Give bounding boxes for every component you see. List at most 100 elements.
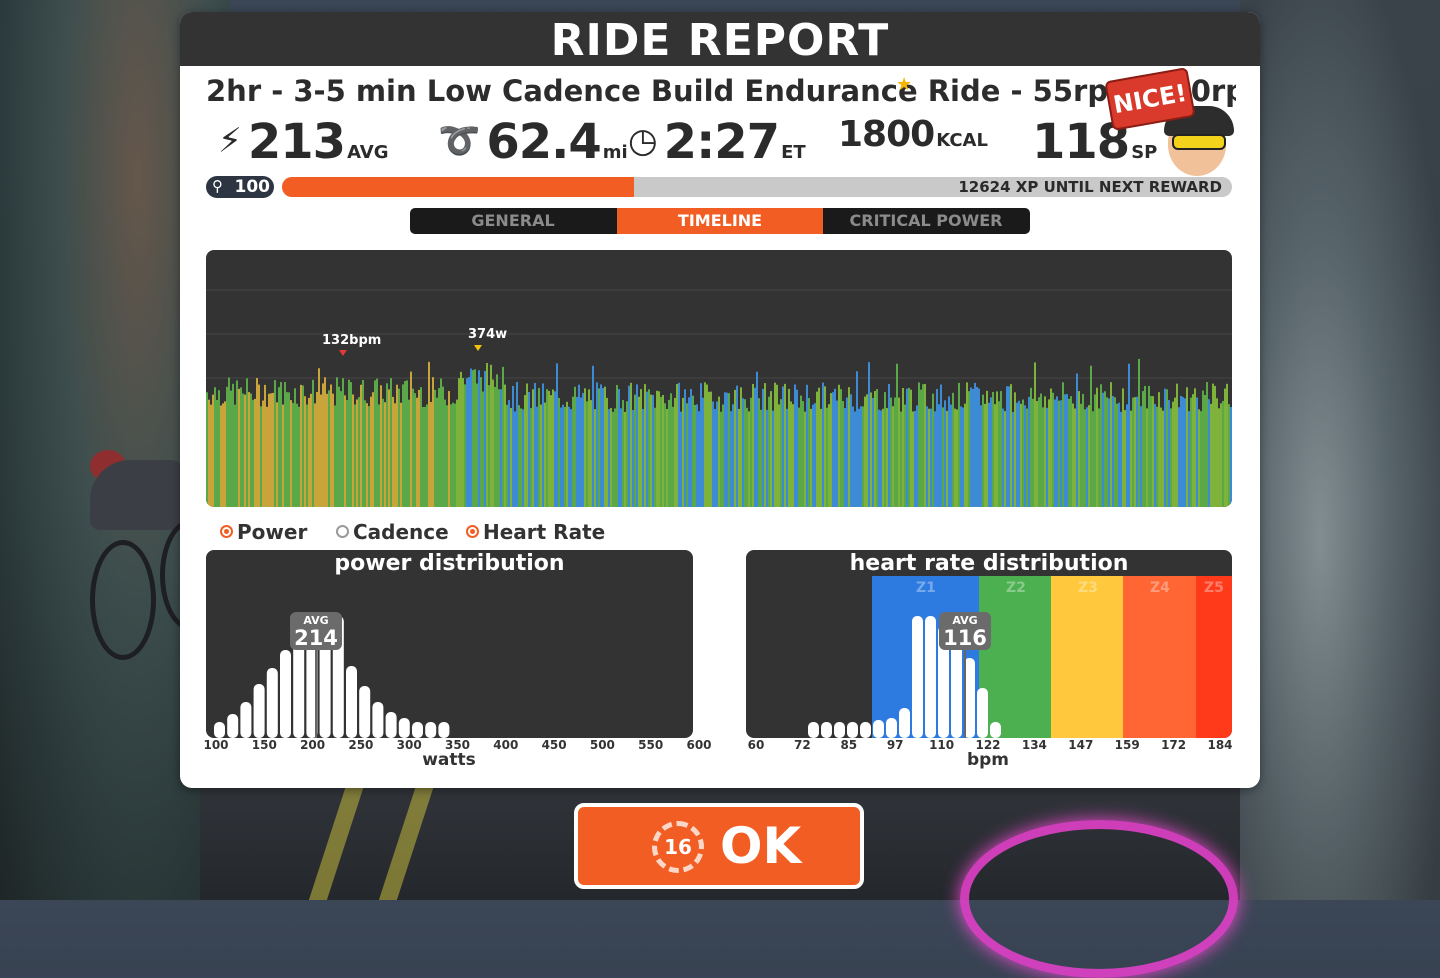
power-dist-bar (438, 722, 450, 738)
timeline-bar (666, 409, 668, 507)
timeline-bar (970, 387, 972, 507)
timeline-bar (250, 393, 252, 507)
timeline-bar (1206, 382, 1208, 507)
stat-calories: 1800 KCAL (838, 114, 988, 155)
timeline-chart: 132bpm 374w (206, 250, 1232, 507)
timeline-bar (912, 411, 914, 507)
timeline-bar (230, 390, 232, 507)
timeline-bar (576, 396, 578, 507)
timeline-bar (220, 405, 222, 507)
timeline-bar (1044, 396, 1046, 507)
timeline-bar (1068, 398, 1070, 507)
timeline-bar (612, 411, 614, 507)
timeline-bar (1076, 373, 1078, 507)
timeline-bar (1200, 411, 1202, 507)
timeline-bar (356, 399, 358, 507)
timeline-bar (336, 377, 338, 507)
timeline-bar (886, 408, 888, 507)
timeline-bar (1004, 411, 1006, 507)
timeline-bar (256, 377, 258, 507)
timeline-bar (1116, 403, 1118, 507)
timeline-bar (222, 403, 224, 507)
timeline-bar (958, 382, 960, 507)
radio-power[interactable] (220, 525, 233, 538)
timeline-bar (802, 401, 804, 507)
power-dist-bar (214, 722, 225, 738)
timeline-bar (516, 382, 518, 507)
timeline-bar (554, 391, 556, 507)
timeline-bar (1158, 392, 1160, 507)
timeline-bar (508, 400, 510, 507)
timeline-bar (702, 397, 704, 507)
legend-power[interactable]: Power (220, 520, 307, 544)
radio-cadence[interactable] (336, 525, 349, 538)
avatar (1160, 100, 1236, 180)
timeline-bar (396, 384, 398, 507)
timeline-bar (888, 384, 890, 507)
timeline-bar (244, 394, 246, 507)
tab-general[interactable]: GENERAL (471, 211, 555, 230)
hr-axis-tick: 97 (886, 738, 904, 752)
ok-button[interactable]: 16 OK (574, 803, 864, 889)
zone-label-z5: Z5 (1204, 580, 1224, 596)
timeline-bar (1016, 402, 1018, 507)
timeline-bar (988, 402, 990, 507)
timeline-bar (540, 404, 542, 507)
timeline-bar (368, 406, 370, 507)
timeline-bar (596, 382, 598, 507)
timeline-bar (894, 397, 896, 507)
hr-axis-tick: 159 (1114, 738, 1140, 752)
timeline-bar (488, 385, 490, 507)
legend-heart-rate[interactable]: Heart Rate (466, 520, 605, 544)
timeline-bar (1208, 399, 1210, 507)
timeline-bar (558, 397, 560, 507)
timeline-bar (412, 388, 414, 507)
hr-axis-title: bpm (966, 750, 1010, 770)
timeline-bar (754, 387, 756, 507)
hr-dist-bar (834, 722, 845, 738)
timeline-bar (632, 409, 634, 507)
timeline-bar (1088, 405, 1090, 507)
timeline-bar (392, 396, 394, 507)
tab-timeline[interactable]: TIMELINE (617, 208, 823, 234)
timeline-bar (626, 401, 628, 507)
timeline-bar (680, 411, 682, 507)
timeline-bar (670, 393, 672, 507)
radio-heart-rate[interactable] (466, 525, 479, 538)
timeline-bar (808, 398, 810, 507)
timeline-bar (444, 399, 446, 507)
timeline-bar (242, 393, 244, 507)
timeline-bar (658, 391, 660, 507)
timeline-bar (606, 397, 608, 507)
timeline-bar (1172, 401, 1174, 507)
timeline-bar (1170, 408, 1172, 507)
timeline-bar (1120, 411, 1122, 507)
timeline-bar (410, 371, 412, 507)
timeline-bar (638, 396, 640, 507)
timeline-bar (644, 384, 646, 507)
timeline-bar (578, 384, 580, 507)
timeline-bar (450, 404, 452, 507)
timeline-bar (816, 391, 818, 507)
hr-distribution-chart: heart rate distribution Z1 Z2 Z3 Z4 Z5 A… (746, 550, 1232, 738)
timeline-bar (452, 402, 454, 507)
timeline-bar (812, 404, 814, 507)
legend-cadence[interactable]: Cadence (336, 520, 449, 544)
timeline-bar (908, 387, 910, 507)
timeline-bar (448, 391, 450, 507)
timeline-bar (1056, 396, 1058, 507)
timeline-bar (882, 408, 884, 507)
tab-critical-power[interactable]: CRITICAL POWER (849, 211, 1003, 230)
timeline-bar (804, 411, 806, 507)
timeline-bar (950, 404, 952, 507)
lightning-icon: ⚡ (218, 121, 242, 161)
timeline-bar (942, 407, 944, 507)
timeline-bar (1114, 397, 1116, 507)
timeline-bar (422, 406, 424, 507)
timeline-bar (762, 388, 764, 507)
timeline-bar (700, 383, 702, 507)
timeline-bar (890, 397, 892, 507)
timeline-bar (466, 378, 468, 507)
timeline-bar (714, 408, 716, 507)
timeline-bar (418, 389, 420, 507)
